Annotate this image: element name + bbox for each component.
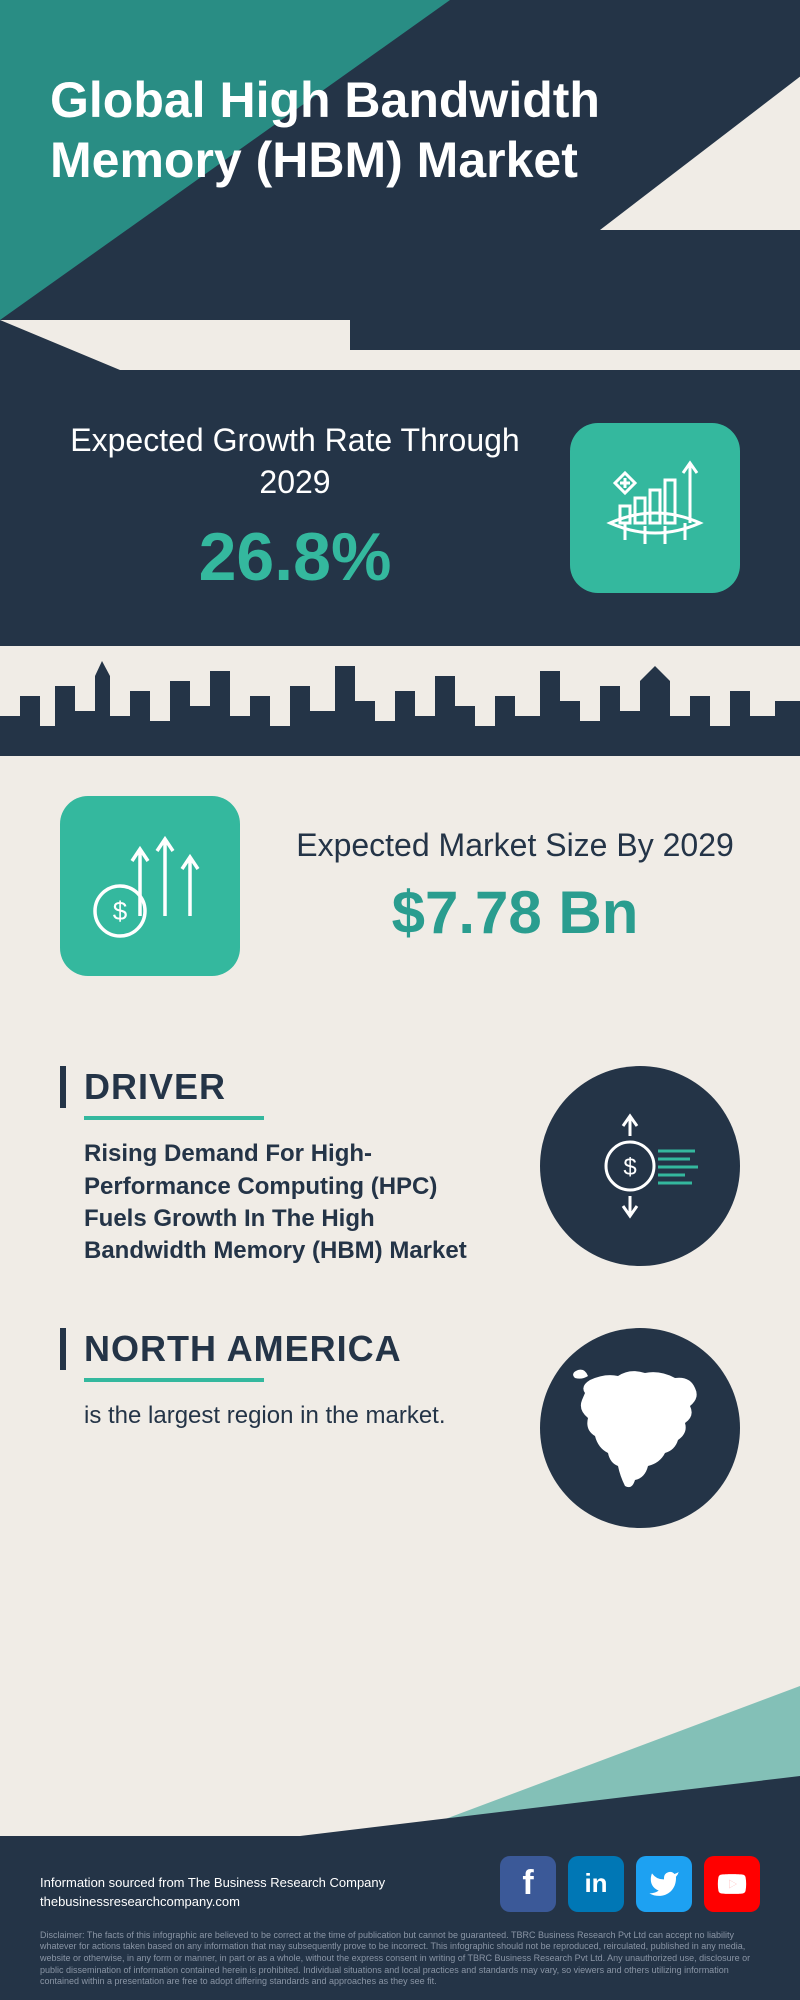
footer-accent-triangle-dark [300, 1776, 800, 1836]
market-size-text: Expected Market Size By 2029 $7.78 Bn [290, 825, 740, 948]
disclaimer-text: Disclaimer: The facts of this infographi… [40, 1930, 760, 1988]
growth-rate-label: Expected Growth Rate Through 2029 [60, 420, 530, 503]
linkedin-icon[interactable]: in [568, 1856, 624, 1912]
growth-rate-text: Expected Growth Rate Through 2029 26.8% [60, 420, 530, 596]
footer-top-row: Information sourced from The Business Re… [40, 1856, 760, 1912]
footer-source: Information sourced from The Business Re… [40, 1873, 385, 1912]
region-underline [84, 1378, 264, 1382]
divider-gap [0, 320, 800, 370]
social-links: f in [500, 1856, 760, 1912]
region-text: NORTH AMERICA is the largest region in t… [60, 1328, 500, 1432]
svg-text:$: $ [113, 896, 128, 926]
growth-chart-icon [570, 423, 740, 593]
north-america-map-icon [540, 1328, 740, 1528]
growth-rate-panel: Expected Growth Rate Through 2029 26.8% [0, 370, 800, 646]
twitter-icon[interactable] [636, 1856, 692, 1912]
market-size-label: Expected Market Size By 2029 [290, 825, 740, 867]
region-body: is the largest region in the market. [60, 1400, 500, 1432]
driver-body: Rising Demand For High-Performance Compu… [60, 1138, 500, 1268]
driver-heading: DRIVER [60, 1066, 500, 1108]
svg-text:$: $ [623, 1154, 636, 1181]
money-cycle-icon: $ [540, 1066, 740, 1266]
market-size-value: $7.78 Bn [290, 878, 740, 947]
money-arrows-icon: $ [60, 796, 240, 976]
youtube-icon[interactable] [704, 1856, 760, 1912]
growth-rate-value: 26.8% [60, 518, 530, 596]
page-title: Global High Bandwidth Memory (HBM) Marke… [50, 70, 750, 190]
hero-banner: Global High Bandwidth Memory (HBM) Marke… [0, 0, 800, 320]
region-section: NORTH AMERICA is the largest region in t… [0, 1298, 800, 1558]
driver-text: DRIVER Rising Demand For High-Performanc… [60, 1066, 500, 1268]
footer-source-line2: thebusinessresearchcompany.com [40, 1892, 385, 1912]
footer-source-line1: Information sourced from The Business Re… [40, 1873, 385, 1893]
skyline-divider [0, 646, 800, 756]
footer: Information sourced from The Business Re… [0, 1836, 800, 2000]
facebook-icon[interactable]: f [500, 1856, 556, 1912]
region-heading: NORTH AMERICA [60, 1328, 500, 1370]
driver-underline [84, 1116, 264, 1120]
market-size-panel: $ Expected Market Size By 2029 $7.78 Bn [0, 756, 800, 1036]
driver-section: DRIVER Rising Demand For High-Performanc… [0, 1036, 800, 1298]
